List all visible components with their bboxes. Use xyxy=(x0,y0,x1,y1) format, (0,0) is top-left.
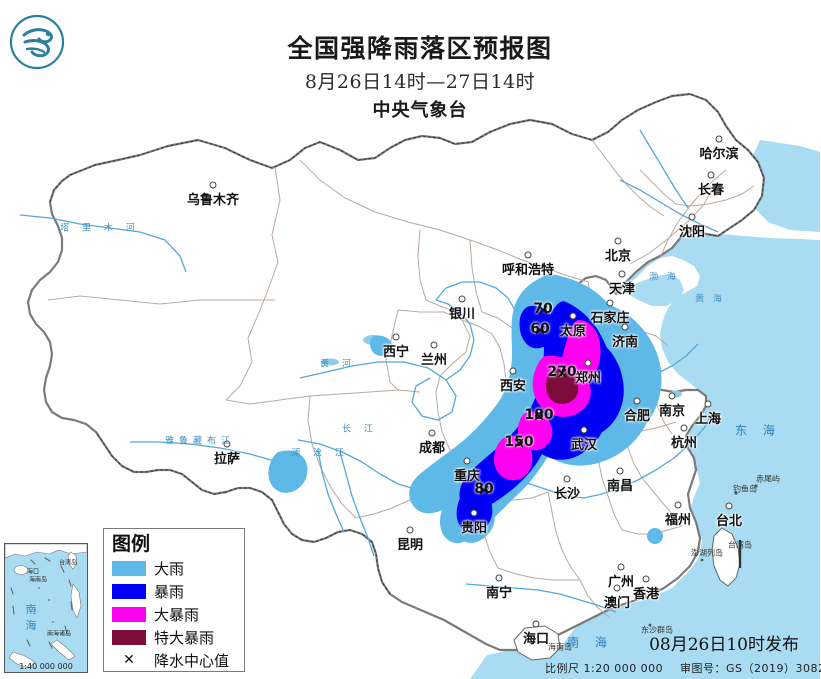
city-dot xyxy=(584,359,592,367)
city-dot xyxy=(707,171,715,179)
inset-sea-label: 南 海 xyxy=(25,602,43,632)
city-dot xyxy=(617,563,625,571)
city-dot xyxy=(406,526,414,534)
city-dot xyxy=(715,135,723,143)
city-dot xyxy=(532,620,540,628)
city-dot xyxy=(209,181,217,189)
inset-scale-text: 1:40 000 000 xyxy=(19,662,73,671)
legend-item-label: 降水中心值 xyxy=(154,652,230,670)
city-dot xyxy=(509,367,517,375)
city-dot xyxy=(430,341,438,349)
city-dot xyxy=(618,270,626,278)
legend-item: 大雨 xyxy=(112,557,244,580)
city-dot xyxy=(674,501,682,509)
city-dot xyxy=(458,295,466,303)
city-dot xyxy=(616,467,624,475)
legend-item: 大暴雨 xyxy=(112,603,244,626)
city-dot xyxy=(621,323,629,331)
city-dot xyxy=(428,429,436,437)
legend-color-swatch xyxy=(112,561,146,576)
legend-item: 暴雨 xyxy=(112,580,244,603)
city-dot xyxy=(668,392,676,400)
inset-place-label: 南海诸岛 xyxy=(46,630,72,638)
legend-title: 图例 xyxy=(112,533,151,555)
city-dot xyxy=(606,299,614,307)
city-dot xyxy=(642,575,650,583)
legend-item-label: 大雨 xyxy=(154,560,185,578)
precipitation-areas xyxy=(268,274,663,544)
legend-item-label: 暴雨 xyxy=(154,583,185,601)
cma-dragon-logo-icon xyxy=(8,13,66,71)
approval-number: 审图号：GS（2019）3082号 xyxy=(680,662,821,675)
city-dot xyxy=(563,475,571,483)
inset-place-label: 台湾岛 xyxy=(58,559,78,567)
legend-rows: 大雨暴雨大暴雨特大暴雨 ✕ 降水中心值 xyxy=(112,557,244,672)
city-dot xyxy=(223,440,231,448)
south-china-sea-inset-map: 南 海 台湾岛海口 海南岛南海诸岛 1:40 000 000 xyxy=(4,543,88,673)
city-dot xyxy=(614,237,622,245)
inset-place-label: 海南岛 xyxy=(28,576,48,584)
city-dot xyxy=(495,574,503,582)
inset-place-label: 海口 xyxy=(26,568,40,576)
city-dot xyxy=(633,397,641,405)
legend-color-swatch xyxy=(112,607,146,622)
map-scale-text: 比例尺 1:20 000 000 xyxy=(545,662,664,675)
city-dot xyxy=(725,502,733,510)
city-dot xyxy=(569,312,577,320)
legend-panel: 图例 大雨暴雨大暴雨特大暴雨 ✕ 降水中心值 xyxy=(103,528,245,672)
legend-item-label: 大暴雨 xyxy=(154,606,200,624)
legend-color-swatch xyxy=(112,584,146,599)
city-dot xyxy=(470,509,478,517)
city-dot xyxy=(688,213,696,221)
china-landmass xyxy=(26,92,766,652)
city-dot xyxy=(680,424,688,432)
legend-x-icon: ✕ xyxy=(123,652,135,668)
precip-extreme-rain xyxy=(546,369,579,404)
city-dot xyxy=(463,457,471,465)
city-dot xyxy=(613,584,621,592)
city-dot xyxy=(524,251,532,259)
city-dot xyxy=(580,426,588,434)
islands xyxy=(513,484,758,661)
release-time: 08月26日10时发布 xyxy=(649,635,799,655)
legend-item-label: 特大暴雨 xyxy=(154,629,215,647)
legend-item: ✕ 降水中心值 xyxy=(112,649,244,672)
city-dot xyxy=(392,333,400,341)
city-dot xyxy=(704,400,712,408)
legend-color-swatch xyxy=(112,630,146,645)
legend-item: 特大暴雨 xyxy=(112,626,244,649)
